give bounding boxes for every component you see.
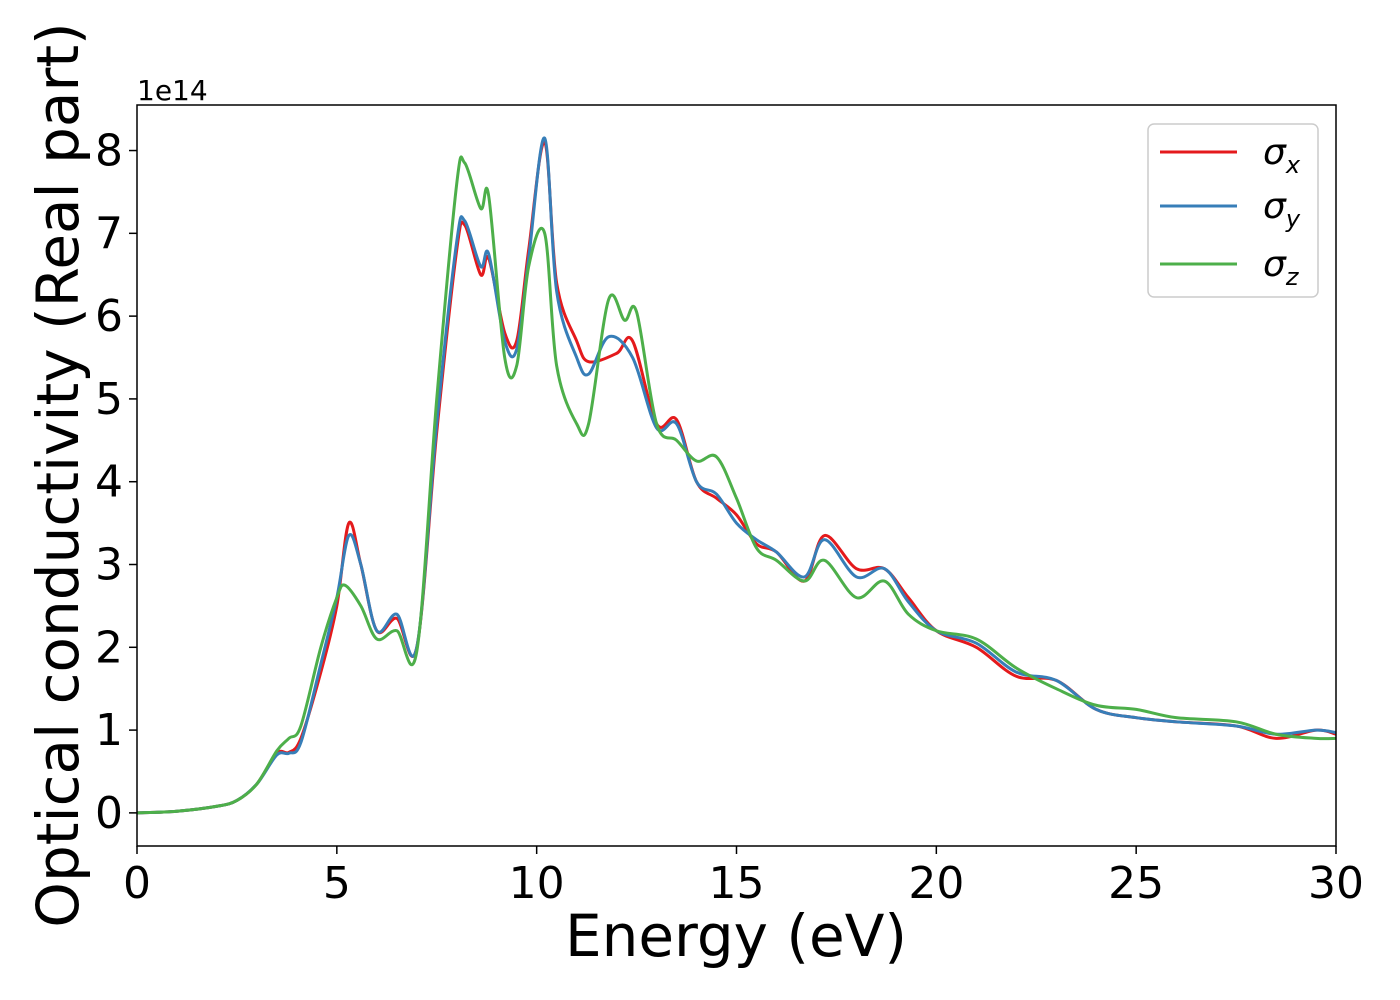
x-axis-ticks: 0 5 10 15 20 25 30 — [123, 846, 1364, 909]
y-tick-label: 6 — [95, 291, 123, 342]
series-layer — [136, 136, 1337, 815]
x-tick-label: 10 — [509, 858, 565, 909]
x-axis-label: Energy (eV) — [565, 902, 907, 970]
x-tick-label: 0 — [123, 858, 151, 909]
y-axis-label: Optical conductivity (Real part) — [24, 22, 92, 927]
x-tick-label: 25 — [1108, 858, 1164, 909]
x-tick-label: 30 — [1308, 858, 1364, 909]
y-tick-label: 8 — [95, 126, 123, 177]
y-tick-label: 7 — [95, 208, 123, 259]
y-tick-label: 2 — [95, 622, 123, 673]
x-tick-label: 15 — [709, 858, 765, 909]
y-tick-label: 3 — [95, 540, 123, 591]
legend-label-x: σx — [1263, 132, 1301, 179]
x-tick-label: 5 — [323, 858, 351, 909]
y-tick-label: 5 — [95, 374, 123, 425]
series-line-z — [136, 155, 1337, 815]
y-tick-label: 4 — [95, 457, 123, 508]
y-axis-multiplier: 1e14 — [137, 74, 208, 107]
x-tick-label: 20 — [908, 858, 964, 909]
y-axis-ticks: 0 1 2 3 4 5 6 7 8 — [95, 126, 137, 839]
y-tick-label: 0 — [95, 788, 123, 839]
y-tick-label: 1 — [95, 705, 123, 756]
legend-box — [1147, 123, 1319, 298]
